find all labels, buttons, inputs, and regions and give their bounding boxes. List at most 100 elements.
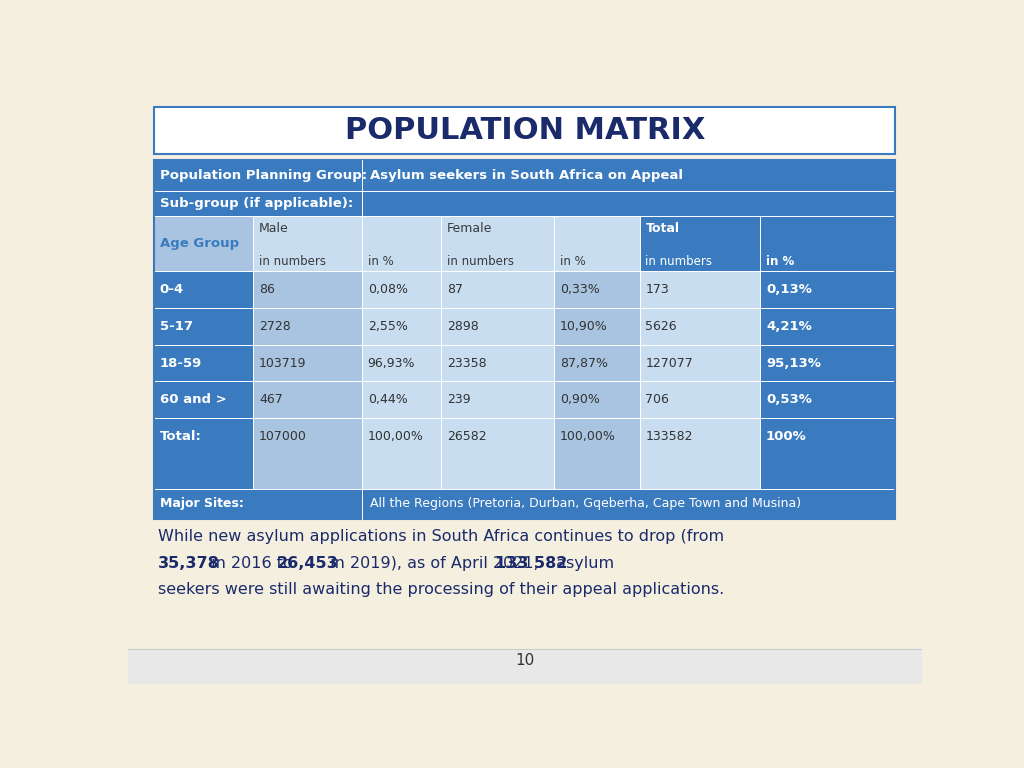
Bar [253, 418, 362, 489]
Text: Asylum seekers in South Africa on Appeal: Asylum seekers in South Africa on Appeal [370, 169, 683, 182]
Bar [441, 418, 554, 489]
Text: 239: 239 [447, 393, 471, 406]
Text: in %: in % [560, 256, 586, 268]
Text: 23358: 23358 [447, 356, 486, 369]
Text: in 2019), as of April 2021,: in 2019), as of April 2021, [325, 556, 544, 571]
Bar [761, 418, 895, 489]
Bar [640, 308, 761, 345]
Bar [253, 345, 362, 382]
Bar [155, 345, 253, 382]
Text: Sub-group (if applicable):: Sub-group (if applicable): [160, 197, 353, 210]
Text: 467: 467 [259, 393, 283, 406]
Bar [640, 217, 895, 271]
Bar [253, 382, 362, 418]
Text: Population Planning Group:: Population Planning Group: [160, 169, 367, 182]
Text: 26582: 26582 [447, 430, 486, 443]
Text: seekers were still awaiting the processing of their appeal applications.: seekers were still awaiting the processi… [158, 582, 724, 598]
Text: 10: 10 [515, 653, 535, 668]
Text: 133582: 133582 [645, 430, 693, 443]
Text: 0,90%: 0,90% [560, 393, 600, 406]
Text: POPULATION MATRIX: POPULATION MATRIX [345, 116, 705, 145]
Text: 5-17: 5-17 [160, 319, 193, 333]
Bar [640, 271, 761, 308]
Text: 0,44%: 0,44% [368, 393, 408, 406]
Bar [554, 271, 640, 308]
Bar [155, 161, 895, 518]
Text: 100%: 100% [766, 430, 807, 443]
Text: 173: 173 [645, 283, 669, 296]
Bar [253, 217, 441, 271]
Bar [441, 271, 554, 308]
Text: 103719: 103719 [259, 356, 306, 369]
Bar [441, 308, 554, 345]
Bar [155, 161, 895, 191]
Bar [362, 271, 441, 308]
Bar [362, 308, 441, 345]
Bar [441, 217, 640, 271]
Text: All the Regions (Pretoria, Durban, Gqeberha, Cape Town and Musina): All the Regions (Pretoria, Durban, Gqebe… [370, 497, 801, 510]
Bar [253, 308, 362, 345]
Text: in numbers: in numbers [447, 256, 514, 268]
Text: 35,378: 35,378 [158, 556, 220, 571]
Text: 2728: 2728 [259, 319, 291, 333]
Text: Major Sites:: Major Sites: [160, 497, 244, 510]
Text: 133 582: 133 582 [495, 556, 567, 571]
Bar [554, 418, 640, 489]
Bar [640, 382, 761, 418]
Text: Male: Male [259, 222, 289, 235]
Bar [554, 345, 640, 382]
Bar [362, 345, 441, 382]
Bar [155, 191, 362, 217]
Text: 96,93%: 96,93% [368, 356, 415, 369]
Bar [362, 418, 441, 489]
Bar [155, 382, 253, 418]
Text: 706: 706 [645, 393, 670, 406]
Text: 4,21%: 4,21% [766, 319, 812, 333]
Bar [128, 649, 922, 684]
Text: Age Group: Age Group [160, 237, 239, 250]
Text: Total:: Total: [160, 430, 202, 443]
Bar [155, 308, 253, 345]
Text: 127077: 127077 [645, 356, 693, 369]
Text: 26,453: 26,453 [278, 556, 339, 571]
Text: 95,13%: 95,13% [766, 356, 821, 369]
Text: 2898: 2898 [447, 319, 479, 333]
Text: 100,00%: 100,00% [368, 430, 424, 443]
Text: 0,33%: 0,33% [560, 283, 599, 296]
Text: asylum: asylum [551, 556, 614, 571]
Text: Female: Female [447, 222, 493, 235]
Text: While new asylum applications in South Africa continues to drop (from: While new asylum applications in South A… [158, 529, 724, 545]
Text: 100,00%: 100,00% [560, 430, 615, 443]
Bar [761, 308, 895, 345]
Text: 60 and >: 60 and > [160, 393, 226, 406]
Text: 86: 86 [259, 283, 274, 296]
Bar [761, 271, 895, 308]
Bar [155, 489, 895, 518]
Text: 2,55%: 2,55% [368, 319, 408, 333]
Text: Total: Total [645, 222, 680, 235]
Bar [155, 418, 253, 489]
Bar [362, 191, 895, 217]
Text: 107000: 107000 [259, 430, 307, 443]
Bar [441, 345, 554, 382]
Text: 87,87%: 87,87% [560, 356, 607, 369]
Bar [640, 345, 761, 382]
Bar [554, 308, 640, 345]
Text: in numbers: in numbers [645, 256, 713, 268]
Text: in numbers: in numbers [259, 256, 326, 268]
Bar [155, 217, 253, 271]
Bar [362, 382, 441, 418]
Text: 0,13%: 0,13% [766, 283, 812, 296]
Text: 87: 87 [447, 283, 463, 296]
Bar [761, 345, 895, 382]
Text: in %: in % [368, 256, 393, 268]
Bar [441, 382, 554, 418]
Bar [640, 418, 761, 489]
Bar [155, 107, 895, 154]
Text: 18-59: 18-59 [160, 356, 202, 369]
Bar [253, 271, 362, 308]
Bar [155, 271, 253, 308]
Text: 5626: 5626 [645, 319, 677, 333]
Bar [761, 382, 895, 418]
Bar [554, 382, 640, 418]
